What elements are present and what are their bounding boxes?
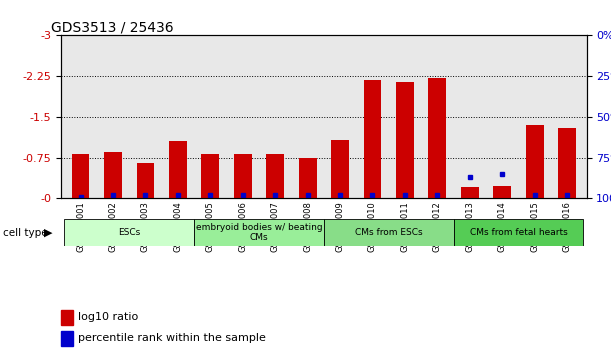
Bar [61, 310, 73, 325]
Text: log10 ratio: log10 ratio [78, 312, 138, 322]
Bar [104, 152, 122, 198]
Text: ESCs: ESCs [118, 228, 141, 237]
Bar [234, 154, 252, 198]
Bar [64, 219, 194, 246]
Text: percentile rank within the sample: percentile rank within the sample [78, 333, 266, 343]
Bar [266, 154, 284, 198]
Bar [428, 78, 446, 198]
Bar [61, 331, 73, 346]
Bar [299, 158, 316, 198]
Text: CMs from fetal hearts: CMs from fetal hearts [470, 228, 568, 237]
Bar [461, 187, 478, 198]
Bar [324, 219, 453, 246]
Bar [169, 141, 187, 198]
Bar [71, 154, 89, 198]
Bar [364, 80, 381, 198]
Text: GDS3513 / 25436: GDS3513 / 25436 [51, 20, 173, 34]
Bar [194, 219, 324, 246]
Bar [331, 139, 349, 198]
Text: CMs from ESCs: CMs from ESCs [355, 228, 423, 237]
Bar [396, 81, 414, 198]
Bar [558, 128, 576, 198]
Text: embryoid bodies w/ beating
CMs: embryoid bodies w/ beating CMs [196, 223, 322, 242]
Bar [525, 125, 544, 198]
Text: ▶: ▶ [44, 228, 53, 238]
Bar [453, 219, 584, 246]
Bar [493, 186, 511, 198]
Text: cell type: cell type [3, 228, 48, 238]
Bar [136, 163, 155, 198]
Bar [202, 154, 219, 198]
